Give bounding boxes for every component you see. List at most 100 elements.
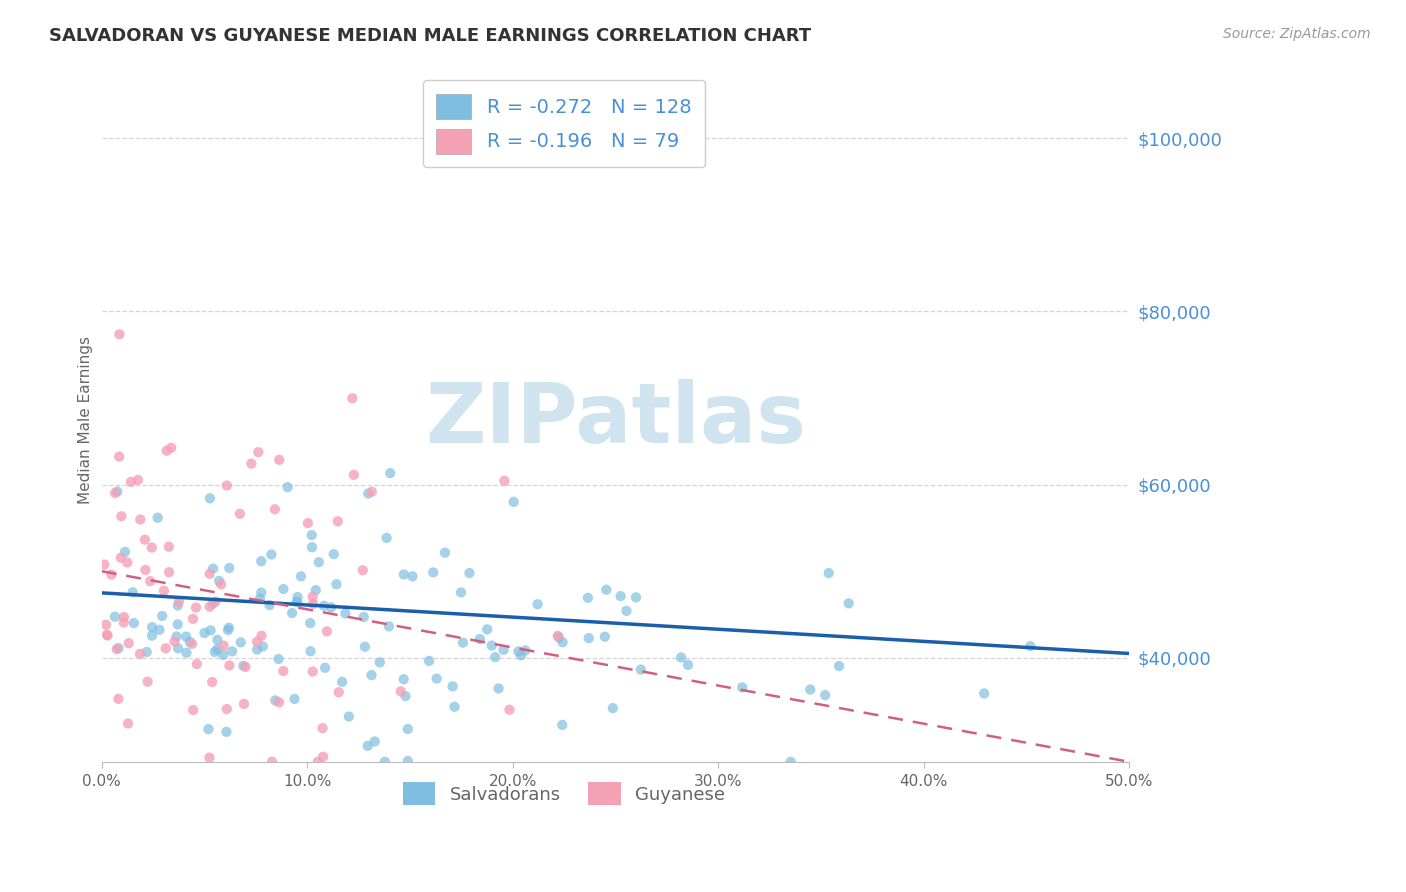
Point — [247, 445, 270, 459]
Point — [287, 590, 309, 604]
Point — [202, 562, 225, 576]
Point — [290, 569, 312, 583]
Point — [269, 452, 291, 467]
Point — [426, 672, 449, 686]
Point — [107, 691, 129, 706]
Point — [198, 491, 221, 506]
Point — [105, 642, 128, 657]
Point — [112, 615, 135, 630]
Point — [277, 480, 299, 494]
Point — [198, 599, 221, 614]
Point — [229, 635, 252, 649]
Point — [828, 659, 851, 673]
Point — [246, 642, 269, 657]
Point — [120, 475, 142, 489]
Point — [330, 674, 353, 689]
Point — [233, 697, 256, 711]
Point — [166, 630, 188, 644]
Point — [498, 703, 520, 717]
Point — [259, 598, 281, 612]
Point — [353, 610, 375, 624]
Point — [198, 750, 221, 764]
Point — [325, 577, 347, 591]
Point — [104, 486, 127, 500]
Point — [484, 650, 506, 665]
Point — [264, 693, 287, 707]
Point — [441, 680, 464, 694]
Point — [593, 630, 616, 644]
Point — [418, 654, 440, 668]
Point — [364, 734, 387, 748]
Point — [394, 689, 416, 703]
Point — [389, 684, 412, 698]
Point — [141, 541, 163, 555]
Point — [118, 636, 141, 650]
Point — [212, 639, 235, 653]
Point — [301, 540, 323, 554]
Point — [285, 595, 308, 609]
Point — [492, 642, 515, 657]
Point — [117, 716, 139, 731]
Point — [401, 569, 423, 583]
Point — [817, 566, 839, 581]
Point — [112, 610, 135, 624]
Point — [122, 616, 145, 631]
Point — [357, 486, 380, 500]
Point — [139, 574, 162, 589]
Point — [838, 596, 860, 610]
Point — [1019, 639, 1042, 653]
Point — [312, 599, 335, 613]
Point — [209, 577, 232, 591]
Point — [433, 546, 456, 560]
Point — [352, 563, 374, 577]
Point — [166, 599, 188, 613]
Point — [578, 631, 600, 645]
Point — [163, 634, 186, 648]
Point — [342, 391, 364, 405]
Point — [232, 658, 254, 673]
Point — [240, 457, 263, 471]
Point — [267, 695, 290, 709]
Point — [146, 510, 169, 524]
Point — [392, 673, 415, 687]
Point — [973, 686, 995, 700]
Point — [167, 641, 190, 656]
Point — [181, 637, 204, 651]
Point — [249, 591, 271, 606]
Point — [731, 681, 754, 695]
Point — [488, 681, 510, 696]
Point — [281, 606, 304, 620]
Point — [510, 648, 533, 663]
Point — [181, 612, 204, 626]
Point — [110, 550, 132, 565]
Point — [624, 591, 647, 605]
Point — [108, 450, 131, 464]
Point — [114, 545, 136, 559]
Point — [375, 531, 398, 545]
Point — [260, 548, 283, 562]
Point — [450, 585, 472, 599]
Point — [262, 755, 284, 769]
Point — [107, 641, 129, 656]
Point — [305, 583, 328, 598]
Point — [207, 632, 229, 647]
Point — [110, 509, 132, 524]
Point — [229, 507, 252, 521]
Point — [198, 566, 221, 581]
Point — [526, 597, 548, 611]
Point — [669, 650, 692, 665]
Point — [156, 443, 179, 458]
Point — [160, 441, 183, 455]
Point — [299, 616, 322, 631]
Point — [343, 467, 366, 482]
Point — [301, 528, 323, 542]
Point — [205, 642, 228, 657]
Point — [153, 583, 176, 598]
Point — [814, 688, 837, 702]
Point — [602, 701, 624, 715]
Point — [302, 597, 325, 611]
Point — [547, 631, 569, 645]
Point — [299, 644, 322, 658]
Point — [105, 484, 128, 499]
Point — [129, 647, 152, 661]
